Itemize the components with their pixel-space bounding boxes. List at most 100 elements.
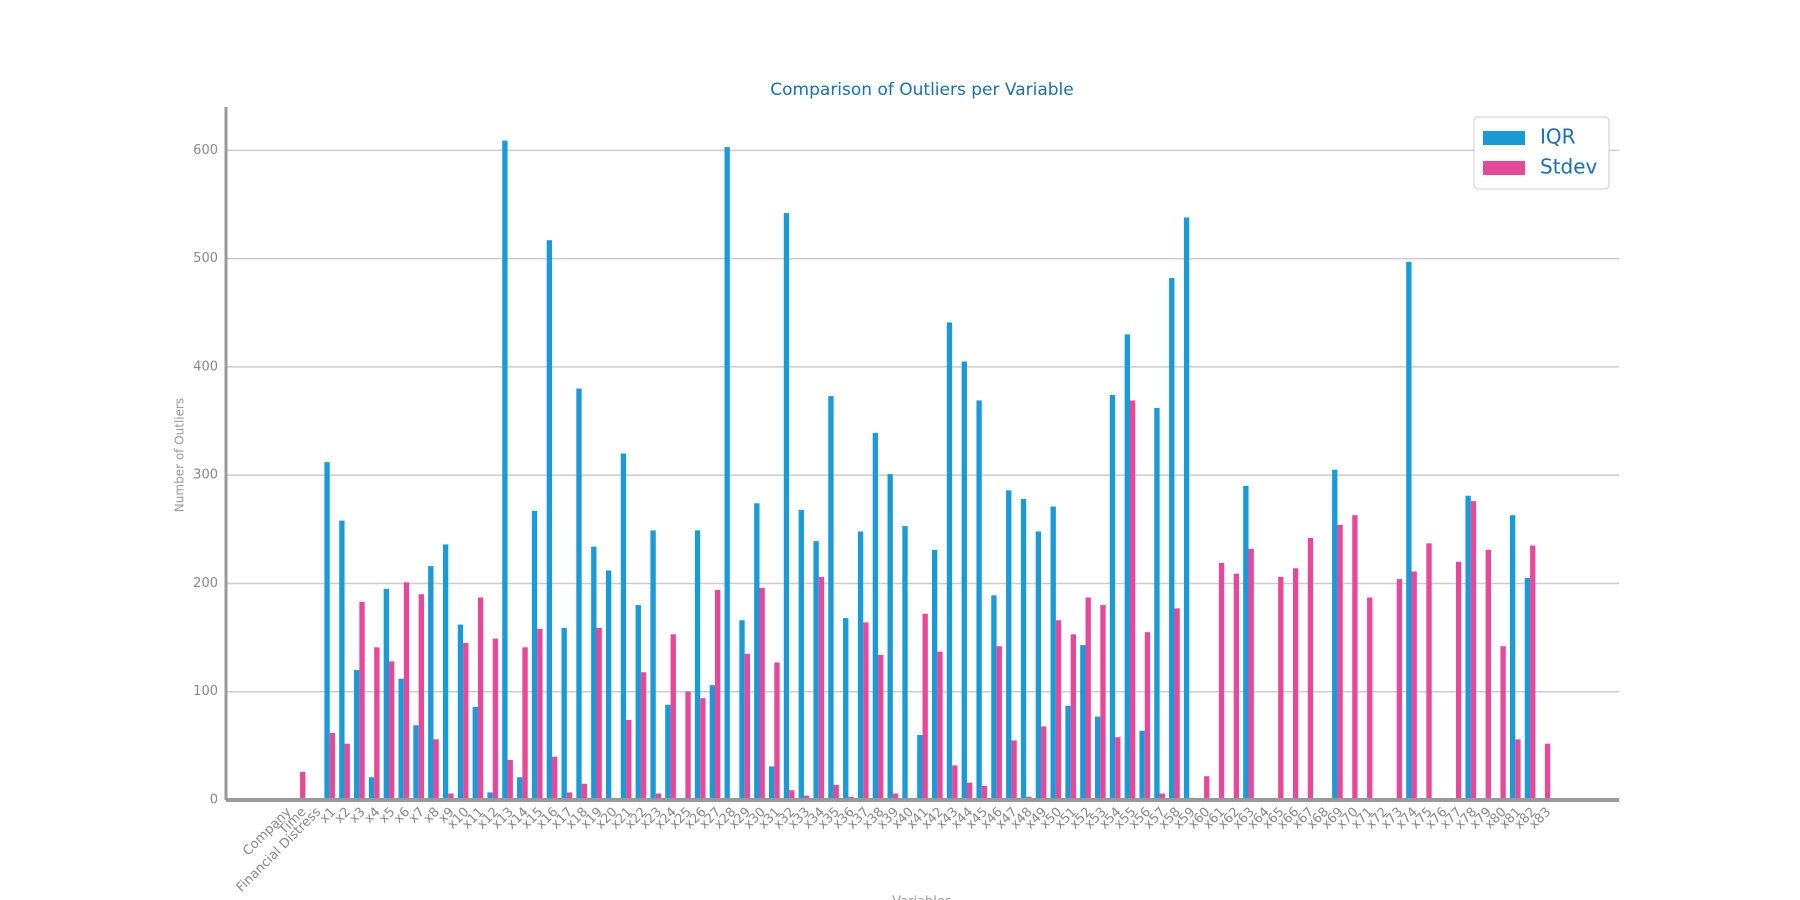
bar — [492, 638, 499, 800]
bar — [1465, 495, 1471, 800]
legend-swatch — [1483, 161, 1525, 175]
bar — [1426, 543, 1432, 800]
bar — [759, 587, 765, 800]
bar — [700, 698, 706, 800]
bar — [1144, 632, 1151, 800]
bar — [576, 388, 582, 800]
bar — [354, 670, 360, 800]
bar — [552, 756, 558, 800]
x-axis-label: Variables — [892, 895, 952, 900]
bar — [1159, 793, 1165, 800]
bar — [670, 634, 676, 800]
bar — [635, 605, 641, 800]
bar — [433, 739, 439, 800]
bar — [857, 531, 864, 800]
bar — [1085, 597, 1091, 800]
bar — [339, 520, 345, 800]
bar — [739, 620, 745, 800]
bar — [1124, 334, 1130, 800]
bar — [477, 597, 484, 800]
bar — [1307, 537, 1314, 800]
bar — [596, 627, 602, 800]
y-tick-label: 300 — [193, 468, 218, 483]
bar — [1183, 217, 1190, 800]
bar — [1485, 549, 1491, 800]
bar — [1248, 548, 1254, 800]
bar — [863, 622, 869, 800]
bar — [1455, 561, 1462, 800]
bar — [1154, 408, 1160, 800]
bar — [1041, 726, 1047, 800]
bar — [1243, 485, 1249, 800]
bar — [374, 647, 380, 800]
bar — [952, 765, 958, 800]
bar — [344, 743, 350, 800]
bar — [403, 582, 410, 800]
bar — [715, 589, 721, 800]
bar — [665, 704, 671, 800]
bar — [1020, 498, 1027, 800]
bar — [591, 546, 597, 800]
bar — [1233, 573, 1240, 800]
bar — [1530, 545, 1536, 800]
bar — [1337, 524, 1343, 800]
bar — [724, 147, 730, 800]
bar — [502, 140, 508, 800]
bar — [1094, 716, 1101, 800]
bar — [878, 654, 884, 800]
bar — [448, 793, 454, 800]
bar — [324, 462, 330, 800]
bar — [1406, 261, 1412, 801]
bar — [966, 782, 973, 800]
bar — [620, 453, 627, 800]
bar — [981, 785, 988, 800]
legend-label: IQR — [1540, 125, 1576, 149]
bar — [961, 361, 967, 800]
bar — [833, 784, 839, 800]
bar — [640, 672, 647, 800]
bar — [359, 601, 365, 800]
bar — [463, 642, 469, 800]
bar — [383, 588, 390, 800]
bar — [1396, 579, 1403, 800]
legend: IQR Stdev — [1473, 116, 1610, 190]
bar — [709, 685, 716, 800]
y-tick-label: 600 — [193, 143, 218, 158]
bar — [605, 570, 612, 800]
bar — [428, 566, 434, 800]
bar — [1109, 395, 1116, 800]
bar — [1055, 620, 1062, 800]
bar — [655, 793, 662, 800]
bar — [917, 735, 923, 800]
bar — [685, 691, 691, 800]
bar — [581, 783, 587, 800]
chart-title: Comparison of Outliers per Variable — [770, 80, 1073, 100]
bar — [774, 662, 780, 800]
bar — [789, 790, 795, 800]
bar — [892, 793, 899, 800]
bar — [813, 541, 819, 800]
legend-label: Stdev — [1540, 155, 1598, 179]
bar — [1509, 515, 1516, 800]
bar — [1411, 571, 1417, 800]
bar — [546, 240, 553, 801]
bar — [843, 618, 849, 800]
bar — [1006, 490, 1012, 800]
bar — [561, 627, 567, 800]
bar — [1080, 645, 1086, 800]
bar — [1544, 743, 1551, 800]
bar — [818, 576, 825, 800]
bar — [531, 510, 538, 800]
bar — [650, 530, 656, 800]
y-tick-label: 400 — [193, 359, 218, 374]
bar — [1169, 278, 1175, 801]
bar — [828, 396, 834, 800]
bar — [507, 759, 513, 800]
bar — [517, 777, 523, 800]
bar — [537, 628, 543, 800]
bar — [1070, 634, 1077, 800]
bar — [976, 400, 982, 800]
bar — [1204, 776, 1210, 800]
bar — [329, 732, 336, 800]
